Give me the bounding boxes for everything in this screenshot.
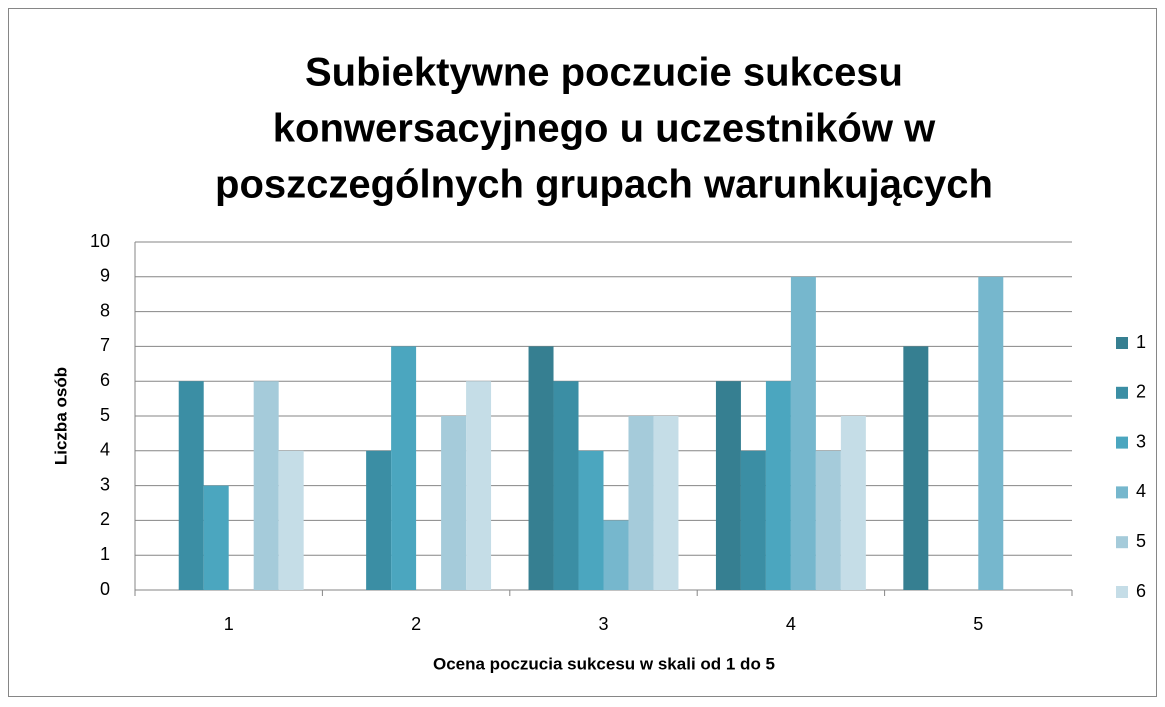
chart-title: konwersacyjnego u uczestników w — [273, 107, 936, 151]
bar — [178, 381, 204, 590]
bar — [653, 416, 679, 590]
x-tick-label: 3 — [598, 614, 608, 634]
legend-label: 4 — [1136, 481, 1146, 501]
x-tick-label: 2 — [411, 614, 421, 634]
legend-swatch — [1116, 337, 1128, 349]
y-tick-label: 4 — [100, 440, 110, 460]
bar — [740, 450, 766, 590]
bar — [366, 450, 392, 590]
y-axis-title: Liczba osób — [51, 367, 70, 465]
chart-title: Subiektywne poczucie sukcesu — [305, 51, 903, 95]
bar — [578, 450, 604, 590]
bar — [203, 485, 229, 590]
bar — [603, 520, 629, 590]
bar — [628, 416, 654, 590]
y-tick-label: 1 — [100, 544, 110, 564]
x-axis-title: Ocena poczucia sukcesu w skali od 1 do 5 — [433, 654, 775, 673]
y-tick-label: 9 — [100, 266, 110, 286]
legend-label: 2 — [1136, 382, 1146, 402]
y-tick-label: 10 — [90, 231, 110, 251]
legend-label: 5 — [1136, 531, 1146, 551]
legend-label: 6 — [1136, 581, 1146, 601]
y-tick-label: 3 — [100, 474, 110, 494]
bar — [553, 381, 579, 590]
y-tick-label: 7 — [100, 335, 110, 355]
y-tick-label: 0 — [100, 579, 110, 599]
bar — [840, 416, 866, 590]
bar — [765, 381, 791, 590]
x-tick-label: 4 — [786, 614, 796, 634]
chart-title: poszczególnych grupach warunkujących — [215, 163, 993, 207]
bar — [253, 381, 279, 590]
legend-label: 3 — [1136, 431, 1146, 451]
legend-label: 1 — [1136, 332, 1146, 352]
bar — [528, 346, 554, 590]
y-tick-label: 5 — [100, 405, 110, 425]
bar — [790, 276, 816, 590]
bar — [978, 276, 1004, 590]
legend-swatch — [1116, 436, 1128, 449]
bar — [441, 416, 467, 590]
y-tick-label: 6 — [100, 370, 110, 390]
bar — [815, 450, 841, 590]
bar — [466, 381, 492, 590]
legend-swatch — [1116, 536, 1128, 549]
y-tick-label: 8 — [100, 300, 110, 320]
legend-swatch — [1116, 486, 1128, 499]
bar — [278, 450, 304, 590]
x-tick-label: 1 — [224, 614, 234, 634]
legend-swatch — [1116, 386, 1128, 399]
bar — [391, 346, 417, 590]
y-tick-label: 2 — [100, 509, 110, 529]
x-tick-label: 5 — [973, 614, 983, 634]
bar — [715, 381, 741, 590]
bar — [903, 346, 929, 590]
legend-swatch — [1116, 586, 1128, 598]
